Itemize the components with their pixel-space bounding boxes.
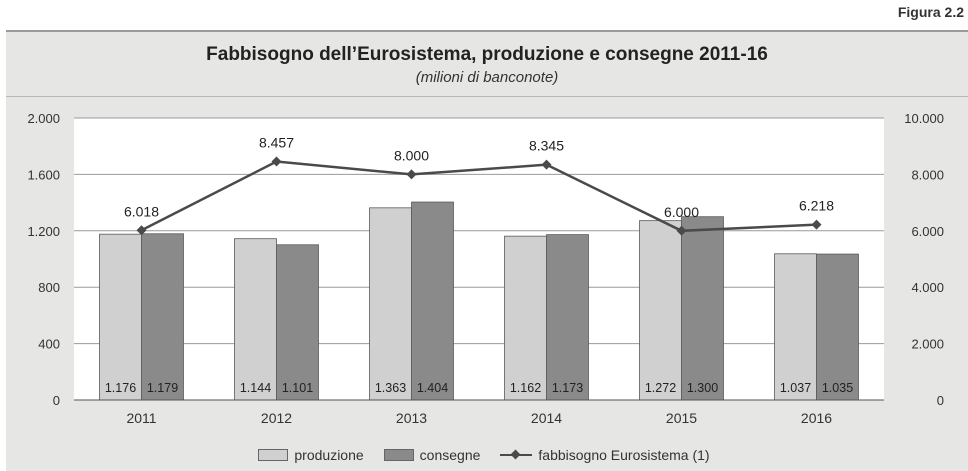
line-value-label: 8.457 (259, 135, 294, 151)
bar-value-label: 1.363 (375, 381, 406, 395)
line-value-label: 6.018 (124, 203, 159, 219)
line-fabbisogno (140, 160, 817, 233)
bar-produzione (369, 207, 412, 401)
y-left-tick-label: 800 (38, 280, 60, 295)
bar-consegne (546, 234, 589, 401)
legend-item-produzione: produzione (258, 447, 364, 463)
bar-value-label: 1.300 (687, 381, 718, 395)
x-tick-label: 2011 (126, 410, 156, 426)
legend-label-fabbisogno: fabbisogno Eurosistema (1) (538, 447, 710, 463)
bar-produzione (99, 233, 142, 401)
line-value-label: 6.218 (799, 198, 834, 214)
y-right-tick-label: 2.000 (911, 337, 944, 352)
bar-value-label: 1.162 (510, 381, 541, 395)
x-tick-label: 2013 (396, 410, 427, 426)
legend-label-produzione: produzione (294, 447, 364, 463)
legend-swatch-fabbisogno (500, 449, 533, 461)
bar-consegne (411, 201, 454, 401)
y-right-tick-label: 8.000 (911, 167, 944, 182)
y-left-tick-label: 2.000 (27, 111, 60, 126)
line-point-fabbisogno (406, 169, 417, 180)
y-right-tick-label: 10.000 (904, 111, 944, 126)
legend-swatch-produzione (258, 449, 289, 461)
bar-consegne (141, 233, 184, 401)
legend-item-consegne: consegne (383, 447, 481, 463)
line-point-fabbisogno (136, 225, 147, 236)
x-tick-label: 2012 (261, 410, 292, 426)
line-point-fabbisogno (541, 159, 552, 170)
chart-title: Fabbisogno dell’Eurosistema, produzione … (206, 44, 768, 65)
y-left-tick-label: 1.200 (27, 224, 60, 239)
line-value-label: 8.000 (394, 147, 429, 163)
bar-produzione (504, 235, 547, 401)
bar-value-label: 1.035 (822, 381, 853, 395)
chart-subtitle: (milioni di banconote) (415, 69, 559, 86)
bar-value-label: 1.404 (417, 381, 448, 395)
chart-header: Fabbisogno dell’Eurosistema, produzione … (6, 30, 968, 98)
y-left-tick-label: 400 (38, 337, 60, 352)
line-value-label: 6.000 (664, 204, 699, 220)
figure-label: Figura 2.2 (897, 4, 964, 20)
bar-value-label: 1.176 (105, 381, 136, 395)
bar-value-label: 1.179 (147, 381, 178, 395)
legend-swatch-consegne (383, 449, 414, 461)
legend-item-fabbisogno: fabbisogno Eurosistema (1) (500, 447, 710, 463)
x-tick-label: 2016 (801, 410, 832, 426)
y-right-tick-label: 6.000 (911, 224, 944, 239)
legend: produzione consegne fabbisogno Eurosiste… (0, 447, 968, 463)
line-point-fabbisogno (676, 225, 687, 236)
bar-produzione (639, 220, 682, 401)
x-tick-label: 2015 (666, 410, 697, 426)
bar-produzione (774, 253, 817, 401)
bar-value-label: 1.101 (282, 381, 313, 395)
y-left-tick-label: 1.600 (27, 167, 60, 182)
line-point-fabbisogno (811, 219, 822, 230)
y-left-tick-label: 0 (53, 393, 60, 408)
y-right-tick-label: 0 (937, 393, 944, 408)
bar-value-label: 1.144 (240, 381, 271, 395)
bar-value-label: 1.272 (645, 381, 676, 395)
legend-label-consegne: consegne (419, 447, 481, 463)
plot-background (74, 118, 884, 400)
bar-produzione (234, 238, 277, 401)
bar-value-label: 1.173 (552, 381, 583, 395)
bar-value-label: 1.037 (780, 381, 811, 395)
y-right-tick-label: 4.000 (911, 280, 944, 295)
line-point-fabbisogno (271, 156, 282, 167)
bar-consegne (816, 253, 859, 401)
x-tick-label: 2014 (531, 410, 562, 426)
bar-consegne (276, 244, 319, 401)
line-value-label: 8.345 (529, 138, 564, 154)
bar-consegne (681, 216, 724, 401)
